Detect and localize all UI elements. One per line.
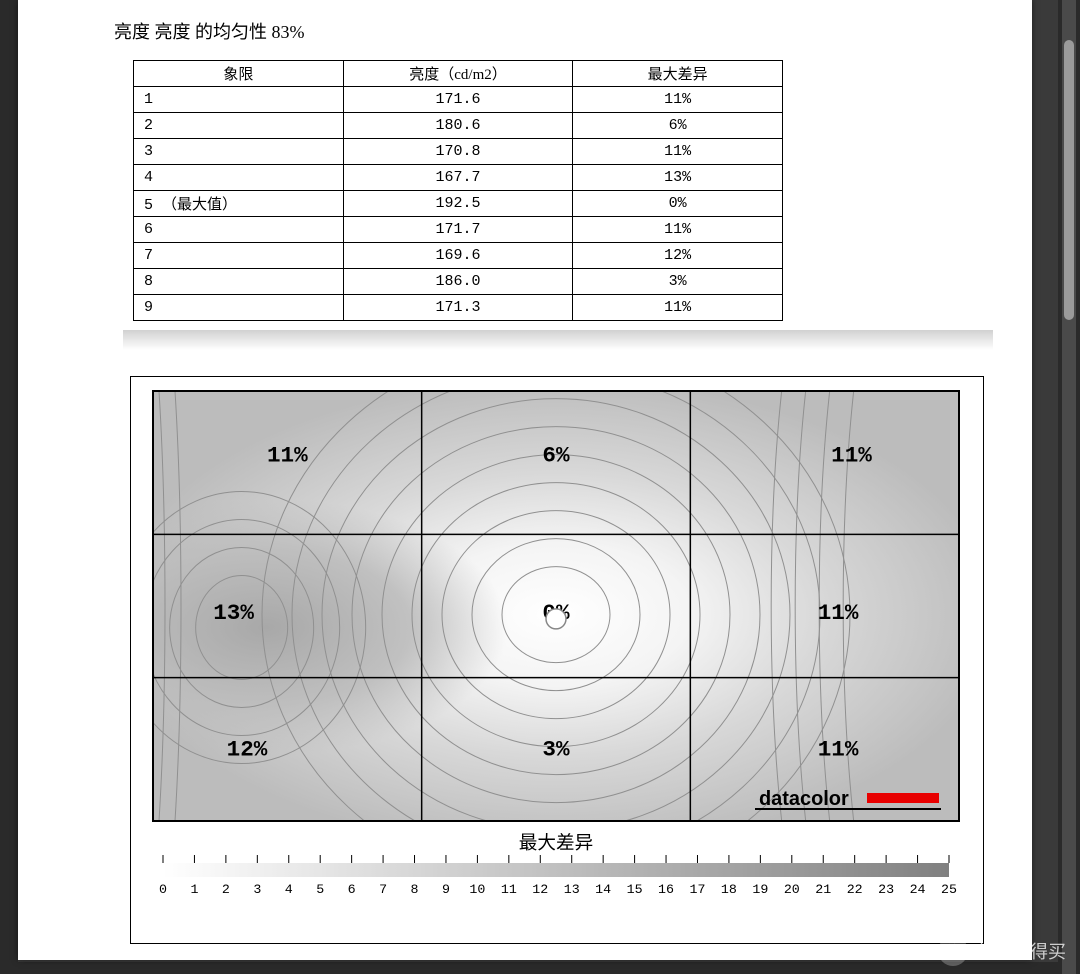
svg-text:10: 10 [469, 882, 485, 897]
table-row: 7169.612% [134, 243, 783, 269]
table-cell: 171.7 [343, 217, 573, 243]
svg-text:11%: 11% [818, 600, 859, 626]
svg-text:6: 6 [348, 882, 356, 897]
svg-text:18: 18 [721, 882, 737, 897]
table-cell: 13% [573, 165, 783, 191]
table-cell: 1 [134, 87, 344, 113]
table-cell: 169.6 [343, 243, 573, 269]
scrollbar-thumb[interactable] [1064, 40, 1074, 320]
svg-text:24: 24 [910, 882, 926, 897]
section-divider-shadow [123, 330, 993, 350]
table-row: 6171.711% [134, 217, 783, 243]
svg-text:11%: 11% [818, 736, 859, 762]
svg-text:11%: 11% [831, 442, 872, 468]
table-row: 1171.611% [134, 87, 783, 113]
table-cell: 3 [134, 139, 344, 165]
svg-text:4: 4 [285, 882, 293, 897]
table-cell: 7 [134, 243, 344, 269]
report-page: 亮度 亮度 的均匀性 83% 象限 亮度（cd/m2） 最大差异 1171.61… [18, 0, 1032, 960]
table-cell: 167.7 [343, 165, 573, 191]
svg-text:9: 9 [442, 882, 450, 897]
table-cell: 5 （最大值） [134, 191, 344, 217]
table-row: 8186.03% [134, 269, 783, 295]
svg-text:15: 15 [627, 882, 643, 897]
table-cell: 180.6 [343, 113, 573, 139]
page-title: 亮度 亮度 的均匀性 83% [114, 18, 305, 44]
svg-text:17: 17 [689, 882, 705, 897]
table-cell: 171.3 [343, 295, 573, 321]
luminance-table: 象限 亮度（cd/m2） 最大差异 1171.611%2180.66%3170.… [133, 60, 783, 321]
svg-text:2: 2 [222, 882, 230, 897]
table-row: 3170.811% [134, 139, 783, 165]
svg-text:14: 14 [595, 882, 611, 897]
svg-text:12%: 12% [227, 736, 268, 762]
svg-text:5: 5 [316, 882, 324, 897]
svg-text:21: 21 [815, 882, 831, 897]
table-row: 2180.66% [134, 113, 783, 139]
document-viewer: 亮度 亮度 的均匀性 83% 象限 亮度（cd/m2） 最大差异 1171.61… [18, 0, 1058, 962]
svg-text:3%: 3% [542, 736, 570, 762]
table-header-row: 象限 亮度（cd/m2） 最大差异 [134, 61, 783, 87]
uniformity-contour-chart: 11%6%11%13%0%11%12%3%11%datacolor最大差异012… [130, 376, 984, 944]
table-cell: 9 [134, 295, 344, 321]
table-cell: 3% [573, 269, 783, 295]
svg-text:6%: 6% [542, 442, 570, 468]
svg-text:11: 11 [501, 882, 517, 897]
svg-text:19: 19 [752, 882, 768, 897]
table-cell: 0% [573, 191, 783, 217]
table-row: 9171.311% [134, 295, 783, 321]
svg-text:13: 13 [564, 882, 580, 897]
col-header-luminance: 亮度（cd/m2） [343, 61, 573, 87]
table-cell: 4 [134, 165, 344, 191]
svg-text:8: 8 [411, 882, 419, 897]
table-row: 5 （最大值）192.50% [134, 191, 783, 217]
svg-text:11%: 11% [267, 442, 308, 468]
col-header-quadrant: 象限 [134, 61, 344, 87]
table-cell: 186.0 [343, 269, 573, 295]
table-cell: 2 [134, 113, 344, 139]
svg-text:13%: 13% [213, 600, 254, 626]
table-cell: 11% [573, 87, 783, 113]
table-cell: 11% [573, 217, 783, 243]
svg-text:datacolor: datacolor [759, 788, 849, 810]
svg-text:23: 23 [878, 882, 894, 897]
svg-text:0: 0 [159, 882, 167, 897]
table-cell: 6 [134, 217, 344, 243]
svg-text:12: 12 [532, 882, 548, 897]
svg-text:16: 16 [658, 882, 674, 897]
svg-text:1: 1 [190, 882, 198, 897]
svg-text:7: 7 [379, 882, 387, 897]
svg-text:最大差异: 最大差异 [519, 833, 593, 854]
col-header-maxdiff: 最大差异 [573, 61, 783, 87]
table-cell: 192.5 [343, 191, 573, 217]
table-cell: 12% [573, 243, 783, 269]
table-cell: 11% [573, 295, 783, 321]
svg-text:3: 3 [253, 882, 261, 897]
table-cell: 8 [134, 269, 344, 295]
table-cell: 171.6 [343, 87, 573, 113]
vertical-scrollbar[interactable] [1062, 0, 1076, 974]
svg-text:22: 22 [847, 882, 863, 897]
table-cell: 11% [573, 139, 783, 165]
svg-text:25: 25 [941, 882, 957, 897]
table-cell: 6% [573, 113, 783, 139]
table-cell: 170.8 [343, 139, 573, 165]
svg-text:20: 20 [784, 882, 800, 897]
table-row: 4167.713% [134, 165, 783, 191]
